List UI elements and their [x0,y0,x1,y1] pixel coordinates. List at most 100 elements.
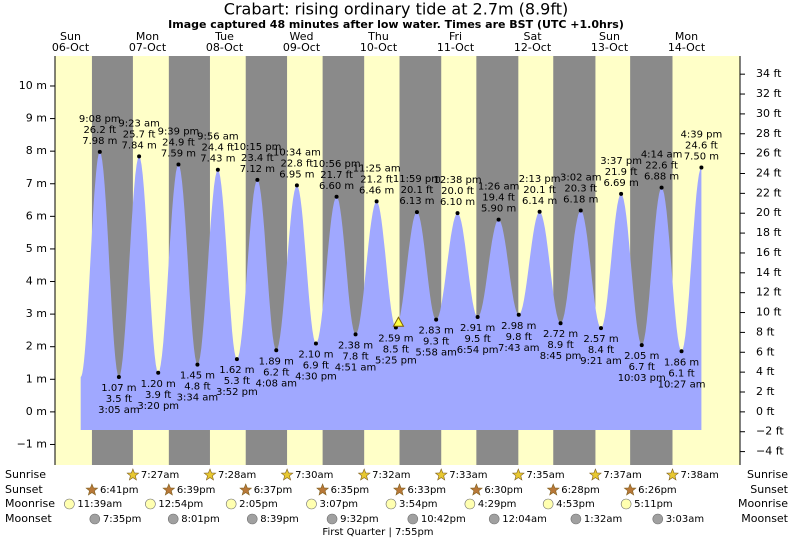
y-tick-label: 9 m [26,112,47,125]
almanac-time: 12:04am [502,514,547,525]
tide-label: 6.46 m [359,185,394,196]
tide-label: 19.4 ft [482,193,515,204]
tide-label: 2.98 m [501,321,536,332]
tide-label: 8.5 ft [383,344,409,355]
tide-point [195,362,200,367]
sunset-icon [85,483,99,496]
tide-label: 4:14 am [641,150,683,161]
tide-label: 1.45 m [180,371,215,382]
moonrise-icon [225,498,237,510]
tide-label: 25.7 ft [123,129,156,140]
tide-label: 3:34 am [177,393,219,404]
tide-label: 11:25 am [353,163,401,174]
y2-tick-label: 4 ft [756,365,775,378]
almanac-label: Sunset [750,483,788,496]
tide-point [659,185,664,190]
tide-label: 5.90 m [481,204,516,215]
almanac-time: 1:32am [584,514,622,525]
moonrise-icon [542,498,554,510]
moonset-icon [488,513,500,525]
tide-label: 7.84 m [122,140,157,151]
sunset-icon [239,483,253,496]
day-date: 10-Oct [360,41,398,54]
tide-point [313,341,318,346]
tide-label: 6.9 ft [303,360,329,371]
moonset-icon [570,513,582,525]
almanac-label: Moonrise [5,497,55,510]
tide-label: 3:20 pm [137,401,179,412]
tide-label: 10:56 pm [313,159,361,170]
chart-subtitle: Image captured 48 minutes after low wate… [168,18,624,31]
almanac-label: Moonset [5,512,52,525]
tide-label: 9:39 pm [158,127,200,138]
tide-point [496,217,501,222]
tide-label: 2:13 pm [519,174,561,185]
tide-label: 6.10 m [440,197,475,208]
almanac-time: 4:53pm [556,499,595,510]
sunset-icon [623,483,637,496]
almanac-time: 6:41pm [100,485,139,496]
tide-label: 3.5 ft [106,394,132,405]
tide-label: 2.59 m [378,333,413,344]
tide-point [699,165,704,170]
tide-label: 1.89 m [259,356,294,367]
moonrise-icon [64,498,75,510]
tide-label: 20.0 ft [441,186,474,197]
y-tick-label: 4 m [26,275,47,288]
tide-point [234,357,239,362]
tide-point [475,315,480,320]
y-tick-label: 3 m [26,307,47,320]
tide-label: 20.1 ft [523,185,556,196]
tide-label: 2.57 m [583,334,618,345]
day-date: 11-Oct [437,41,475,54]
tide-label: 2.83 m [419,326,454,337]
tide-label: 5.3 ft [224,376,250,387]
almanac-time: 4:29pm [478,499,517,510]
tide-label: 4:30 pm [295,371,337,382]
tide-label: 3:02 am [560,172,602,183]
y2-tick-label: 8 ft [756,325,775,338]
tide-label: 1.62 m [219,365,254,376]
moonset-icon [246,513,258,525]
almanac-label: Sunrise [5,468,46,481]
y-tick-label: −1 m [17,437,47,450]
almanac-time: 7:27am [141,470,179,481]
tide-label: 2.91 m [460,323,495,334]
almanac-time: 8:39pm [260,514,299,525]
almanac-time: 6:28pm [561,485,600,496]
tide-label: 24.9 ft [162,138,195,149]
tide-point [455,211,460,216]
almanac-label: Moonset [741,512,788,525]
tide-label: 5:25 pm [375,355,417,366]
tide-label: 6.14 m [522,196,557,207]
tide-label: 7:43 am [498,343,540,354]
almanac-time: 12:54pm [158,499,203,510]
y-tick-label: 7 m [26,177,47,190]
tide-label: 6.7 ft [629,362,655,373]
almanac-time: 6:39pm [177,485,216,496]
tide-label: 6.2 ft [263,367,289,378]
sunrise-icon [357,468,371,481]
tide-label: 6.13 m [399,196,434,207]
day-name: Mon [136,30,159,43]
day-name: Mon [675,30,698,43]
almanac-time: 3:07pm [319,499,358,510]
tide-label: 22.8 ft [281,158,314,169]
tide-label: 3:52 pm [216,387,258,398]
tide-point [434,317,439,322]
almanac-time: 8:01pm [181,514,220,525]
day-name: Wed [290,30,314,43]
y-tick-label: 5 m [26,242,47,255]
tide-point [598,326,603,331]
tide-label: 4:39 pm [681,129,723,140]
tide-point [156,370,161,375]
tide-point [414,210,419,215]
y-tick-label: 1 m [26,372,47,385]
chart-title: Crabart: rising ordinary tide at 2.7m (8… [224,0,568,19]
almanac-time: 6:33pm [408,485,447,496]
sunrise-icon [666,468,679,481]
tide-label: 1.86 m [664,357,699,368]
tide-label: 6.88 m [644,172,679,183]
sunrise-icon [511,468,525,481]
tide-point [137,154,142,159]
